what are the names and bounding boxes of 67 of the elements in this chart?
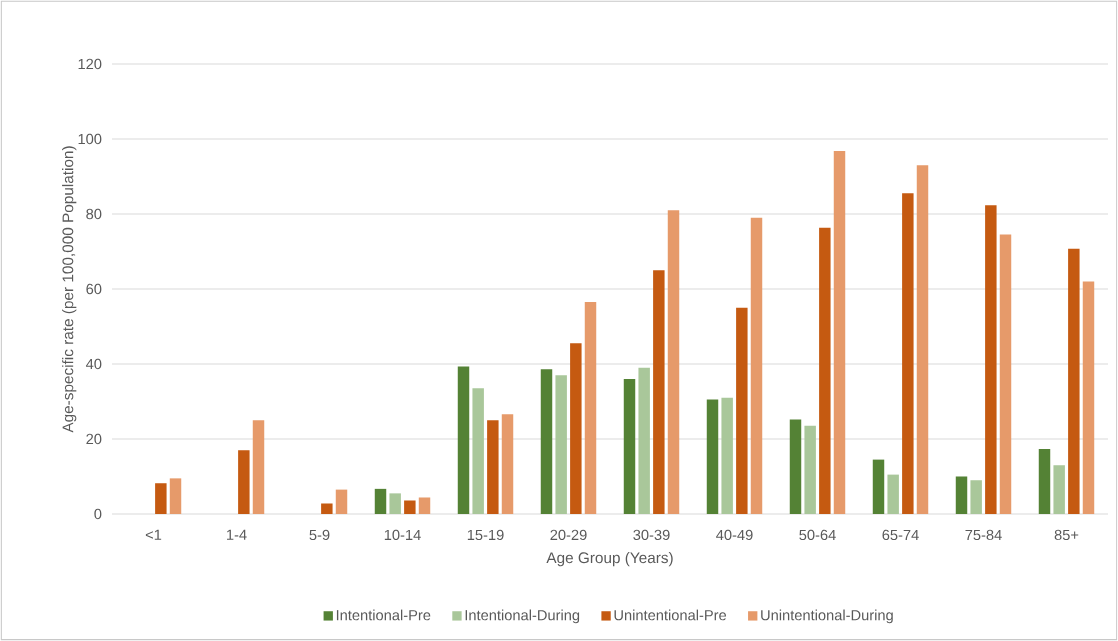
bar: [872, 459, 885, 514]
bar: [321, 503, 333, 514]
bar: [623, 378, 636, 514]
bar: [1068, 248, 1080, 514]
bar: [887, 474, 899, 514]
bar: [902, 193, 914, 514]
bar: [750, 217, 763, 514]
bar: [955, 476, 968, 514]
bar: [833, 150, 846, 514]
x-tick-label: 10-14: [384, 529, 421, 541]
bar: [1082, 281, 1095, 514]
legend-label: Unintentional-Pre: [614, 609, 727, 621]
bar: [721, 397, 733, 514]
bar: [1053, 465, 1065, 514]
y-tick-label: 80: [86, 208, 102, 220]
bar: [374, 488, 387, 514]
x-tick-label: 5-9: [309, 529, 330, 541]
y-tick-label: 0: [94, 508, 102, 520]
legend-label: Intentional-During: [465, 609, 580, 624]
x-tick-label: 1-4: [227, 529, 247, 540]
bar: [487, 420, 499, 514]
bar: [418, 497, 431, 514]
bar: [653, 270, 665, 514]
bar: [1038, 449, 1051, 514]
bar: [804, 425, 816, 514]
bar: [916, 165, 929, 514]
bar: [155, 483, 167, 514]
bar: [404, 500, 416, 514]
x-tick-label: 15-19: [467, 529, 504, 541]
y-tick-label: 20: [86, 433, 102, 445]
bar: [389, 493, 401, 514]
bar: [555, 375, 567, 514]
bar: [238, 450, 250, 514]
bar: [169, 478, 182, 514]
bar: [736, 307, 748, 514]
x-tick-label: 65-74: [882, 529, 919, 541]
bar: [584, 302, 597, 514]
y-tick-label: 60: [86, 283, 102, 295]
bar: [985, 205, 997, 514]
y-tick-label: 120: [78, 58, 102, 70]
bar: [501, 414, 514, 514]
bar: [667, 210, 680, 514]
bar: [472, 388, 484, 514]
bar: [570, 343, 582, 514]
x-tick-label: 20-29: [550, 529, 587, 541]
bar: [252, 420, 265, 514]
bar: [540, 369, 553, 514]
bar: [335, 489, 348, 514]
y-tick-label: 40: [85, 358, 102, 370]
x-axis-title: Age Group (Years): [546, 551, 673, 567]
x-tick-label: 85+: [1054, 529, 1079, 541]
legend-label: Unintentional-During: [761, 609, 893, 624]
bar: [819, 227, 831, 514]
y-axis-title: Age-specific rate (per 100,000 Population): [62, 146, 77, 433]
bar: [638, 367, 650, 514]
x-tick-label: 40-49: [716, 529, 753, 541]
legend-label: Intentional-Pre: [336, 609, 431, 621]
y-tick-label: 100: [78, 133, 102, 145]
bar: [789, 419, 802, 514]
bar: [999, 234, 1012, 514]
x-tick-label: 50-64: [799, 529, 836, 541]
x-tick-label: 30-39: [633, 529, 670, 541]
x-tick-label: 75-84: [965, 529, 1002, 541]
x-tick-label: <1: [145, 529, 162, 540]
bar: [706, 399, 719, 514]
bar: [457, 366, 470, 514]
bar: [970, 480, 982, 514]
